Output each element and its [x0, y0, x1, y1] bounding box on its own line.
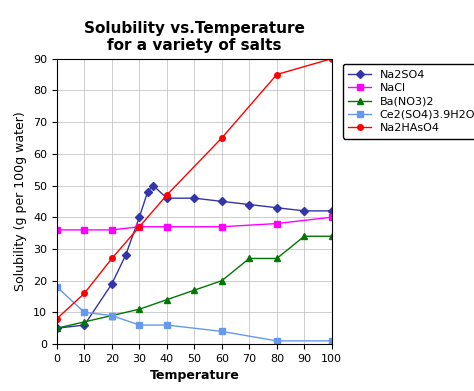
Title: Solubility vs.Temperature
for a variety of salts: Solubility vs.Temperature for a variety …: [84, 21, 305, 53]
Na2HAsO4: [329, 56, 335, 61]
Na2SO4: [150, 183, 156, 188]
Na2SO4: [82, 323, 87, 327]
Na2HAsO4: [137, 224, 142, 229]
NaCl: [329, 215, 335, 220]
Ce2(SO4)3.9H2O: [54, 285, 60, 289]
Na2SO4: [246, 202, 252, 207]
Ce2(SO4)3.9H2O: [164, 323, 170, 327]
NaCl: [82, 228, 87, 232]
Line: NaCl: NaCl: [54, 214, 335, 233]
Line: Na2SO4: Na2SO4: [54, 183, 335, 331]
Ba(NO3)2: [164, 297, 170, 302]
NaCl: [54, 228, 60, 232]
Na2HAsO4: [54, 316, 60, 321]
Ba(NO3)2: [82, 319, 87, 324]
Ce2(SO4)3.9H2O: [109, 313, 115, 318]
Line: Ce2(SO4)3.9H2O: Ce2(SO4)3.9H2O: [54, 284, 335, 344]
Ba(NO3)2: [191, 288, 197, 292]
Ce2(SO4)3.9H2O: [219, 329, 225, 334]
Line: Ba(NO3)2: Ba(NO3)2: [54, 233, 335, 331]
Na2SO4: [274, 205, 280, 210]
Na2HAsO4: [82, 291, 87, 296]
Ba(NO3)2: [329, 234, 335, 239]
Ba(NO3)2: [274, 256, 280, 261]
NaCl: [109, 228, 115, 232]
Ba(NO3)2: [301, 234, 307, 239]
Na2HAsO4: [164, 193, 170, 197]
X-axis label: Temperature: Temperature: [149, 369, 239, 382]
Ba(NO3)2: [246, 256, 252, 261]
Ce2(SO4)3.9H2O: [137, 323, 142, 327]
Na2SO4: [191, 196, 197, 201]
Ba(NO3)2: [137, 307, 142, 312]
NaCl: [274, 221, 280, 226]
NaCl: [164, 224, 170, 229]
NaCl: [137, 224, 142, 229]
Na2SO4: [123, 253, 128, 258]
Line: Na2HAsO4: Na2HAsO4: [54, 56, 335, 321]
Na2SO4: [137, 215, 142, 220]
Y-axis label: Solubility (g per 100g water): Solubility (g per 100g water): [15, 111, 27, 291]
NaCl: [219, 224, 225, 229]
Na2SO4: [109, 282, 115, 286]
Na2SO4: [329, 208, 335, 213]
Na2SO4: [164, 196, 170, 201]
Na2HAsO4: [219, 136, 225, 140]
Na2SO4: [54, 326, 60, 330]
Ba(NO3)2: [109, 313, 115, 318]
Legend: Na2SO4, NaCl, Ba(NO3)2, Ce2(SO4)3.9H2O, Na2HAsO4: Na2SO4, NaCl, Ba(NO3)2, Ce2(SO4)3.9H2O, …: [343, 64, 474, 139]
Na2HAsO4: [109, 256, 115, 261]
Ce2(SO4)3.9H2O: [329, 339, 335, 343]
Na2HAsO4: [274, 72, 280, 77]
Na2SO4: [219, 199, 225, 204]
Ce2(SO4)3.9H2O: [274, 339, 280, 343]
Ce2(SO4)3.9H2O: [82, 310, 87, 315]
Na2SO4: [301, 208, 307, 213]
Ba(NO3)2: [219, 278, 225, 283]
Ba(NO3)2: [54, 326, 60, 330]
Na2SO4: [145, 190, 150, 194]
